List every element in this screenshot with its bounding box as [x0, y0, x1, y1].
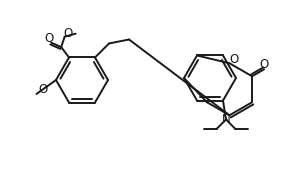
- Text: O: O: [230, 53, 239, 66]
- Text: O: O: [45, 32, 54, 45]
- Text: O: O: [63, 27, 72, 40]
- Text: O: O: [39, 83, 48, 97]
- Text: O: O: [259, 58, 269, 71]
- Text: N: N: [222, 113, 230, 126]
